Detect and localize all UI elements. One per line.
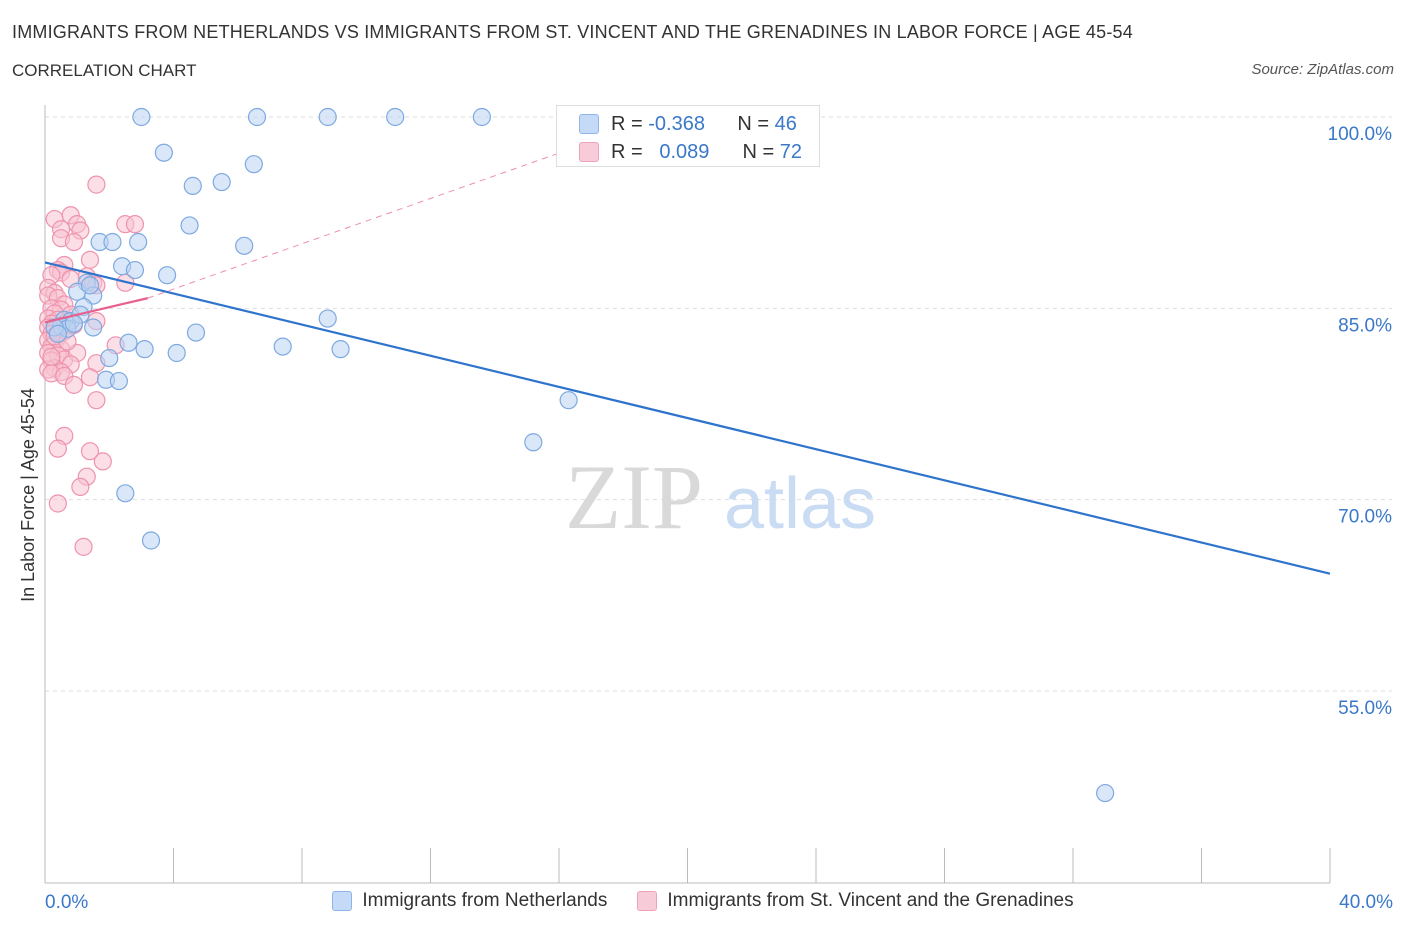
st-vincent-point — [93, 452, 112, 471]
st-vincent-point — [80, 442, 100, 461]
st-vincent-point — [48, 494, 67, 513]
st-vincent-point — [87, 175, 106, 194]
netherlands-point — [524, 433, 543, 452]
x-tick-label: 0.0% — [45, 892, 88, 913]
n-value: 72 — [779, 140, 802, 163]
legend-item-netherlands: Immigrants from Netherlands — [332, 890, 607, 912]
r-label: R = — [611, 140, 643, 163]
x-tick-label: 40.0% — [1339, 892, 1393, 913]
n-value: 46 — [774, 112, 797, 135]
netherlands-point — [235, 236, 254, 255]
netherlands-point — [247, 107, 267, 127]
netherlands-point — [212, 172, 231, 192]
y-tick-label: 70.0% — [1338, 507, 1392, 528]
netherlands-point — [1096, 783, 1115, 803]
st-vincent-point — [74, 537, 93, 556]
legend-swatch-blue — [332, 891, 353, 911]
netherlands-point — [119, 333, 138, 352]
axis-labels: 100.0% 85.0% 70.0% 55.0% 0.0% 40.0% In Labor F… — [18, 124, 1393, 913]
r-value: -0.368 — [648, 112, 705, 135]
st-vincent-point — [64, 375, 84, 394]
netherlands-point — [472, 107, 491, 127]
st-vincent-point — [125, 215, 145, 234]
st-vincent-point — [64, 232, 84, 252]
netherlands-point — [103, 232, 122, 252]
netherlands-point — [129, 232, 148, 252]
netherlands-point — [331, 340, 350, 359]
y-axis-label: In Labor Force | Age 45-54 — [18, 388, 38, 602]
stats-row-blue: R = -0.368 N = 46 — [579, 111, 797, 137]
legend-label-netherlands: Immigrants from Netherlands — [362, 890, 608, 911]
st-vincent-trend-line — [44, 297, 149, 324]
n-label: N = — [737, 112, 770, 135]
st-vincent-point — [87, 391, 106, 410]
stats-row-pink: R = 0.089 N = 72 — [579, 139, 802, 165]
netherlands-point — [80, 276, 100, 295]
netherlands-point — [157, 266, 177, 285]
netherlands-point — [186, 323, 206, 342]
y-tick-label: 100.0% — [1328, 124, 1393, 145]
st-vincent-point — [48, 439, 67, 458]
y-tick-label: 55.0% — [1338, 698, 1392, 719]
bottom-legend: Immigrants from Netherlands Immigrants f… — [0, 890, 1406, 912]
r-label: R = — [611, 112, 643, 135]
netherlands-point — [180, 216, 199, 235]
chart-title: IMMIGRANTS FROM NETHERLANDS VS IMMIGRANT… — [12, 22, 1133, 42]
st-vincent-point — [71, 477, 90, 497]
netherlands-point — [135, 340, 154, 359]
netherlands-point — [167, 343, 186, 363]
axes — [44, 105, 1331, 884]
pink-swatch — [579, 142, 599, 162]
netherlands-point — [273, 337, 292, 356]
gridlines — [45, 116, 1392, 692]
watermark-atlas: atlas — [724, 464, 876, 544]
n-label: N = — [742, 140, 775, 163]
netherlands-point — [386, 107, 405, 127]
source-credit: Source: ZipAtlas.com — [1251, 61, 1394, 78]
netherlands-trend-line — [44, 261, 1331, 575]
netherlands-point — [84, 318, 103, 337]
legend-label-st-vincent: Immigrants from St. Vincent and the Gren… — [667, 890, 1074, 911]
netherlands-point — [109, 371, 128, 391]
r-value: 0.089 — [659, 140, 710, 163]
netherlands-point — [559, 391, 578, 410]
legend-item-st-vincent: Immigrants from St. Vincent and the Gren… — [637, 890, 1074, 912]
watermark-zip: ZIP — [565, 446, 703, 548]
legend-swatch-pink — [637, 891, 658, 911]
y-tick-label: 85.0% — [1338, 315, 1392, 336]
trend-lines — [44, 135, 1331, 575]
netherlands-point — [244, 155, 263, 174]
chart-subtitle: CORRELATION CHART — [12, 61, 197, 80]
netherlands-point — [154, 143, 173, 162]
netherlands-point — [125, 260, 145, 280]
netherlands-point — [100, 348, 119, 368]
blue-swatch — [579, 114, 599, 134]
netherlands-point — [141, 531, 161, 550]
netherlands-point — [183, 176, 202, 195]
netherlands-point — [116, 484, 135, 503]
stats-legend: R = -0.368 N = 46 R = 0.089 N = 72 — [556, 105, 820, 167]
st-vincent-point — [80, 368, 100, 387]
st-vincent-point — [42, 347, 61, 366]
netherlands-point — [132, 107, 151, 127]
netherlands-point — [318, 309, 337, 328]
netherlands-point — [318, 107, 337, 127]
st-vincent-point — [80, 250, 100, 269]
st-vincent-trend-extension — [147, 135, 608, 299]
netherlands-point — [48, 324, 67, 343]
